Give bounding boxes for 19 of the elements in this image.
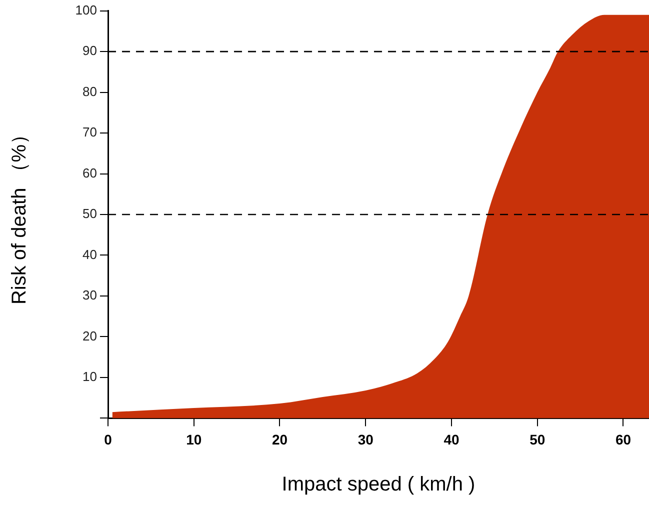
y-tick-label: 50 — [82, 206, 97, 222]
y-tick-label: 80 — [82, 84, 97, 99]
y-tick-label: 60 — [82, 165, 97, 180]
y-tick-label: 40 — [82, 246, 97, 262]
x-tick-label: 0 — [104, 431, 112, 448]
x-tick-label: 30 — [358, 431, 374, 448]
x-tick-label: 40 — [444, 431, 460, 448]
x-tick-label: 60 — [615, 431, 632, 448]
x-axis-title: Impact speed ( km/h ) — [282, 474, 476, 496]
y-tick-label: 100 — [75, 2, 97, 18]
y-axis-title: Risk of death （%） — [8, 124, 31, 305]
x-tick-label: 10 — [186, 431, 202, 448]
y-tick-label: 10 — [82, 369, 97, 384]
y-tick-label: 70 — [82, 124, 97, 140]
y-tick-label: 30 — [82, 288, 97, 303]
y-tick-label: 90 — [82, 43, 97, 58]
x-tick-label: 20 — [272, 431, 288, 448]
x-tick-label: 50 — [530, 431, 546, 448]
y-tick-label: 20 — [82, 328, 97, 344]
